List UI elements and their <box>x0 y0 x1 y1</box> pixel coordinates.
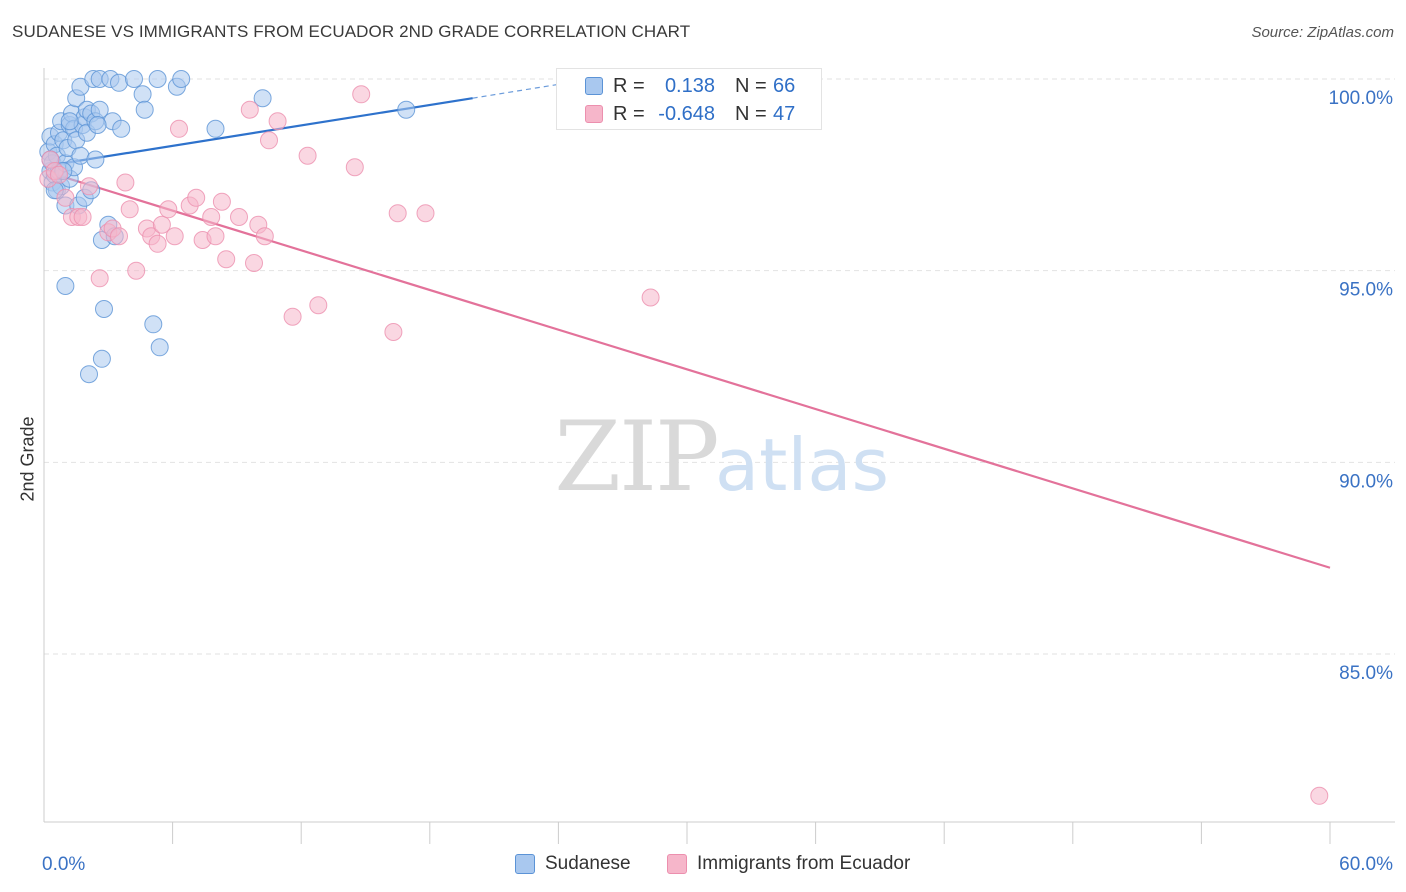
ecuador-point <box>268 112 287 131</box>
sudanese-point <box>112 119 131 138</box>
x-tick-label: 0.0% <box>42 854 85 875</box>
x-tick-label: 60.0% <box>1339 854 1393 875</box>
ecuador-point <box>260 131 278 150</box>
sudanese-point <box>135 100 154 119</box>
y-tick-label: 100.0% <box>1329 88 1394 109</box>
ecuador-point <box>80 177 98 196</box>
legend-n-label: N = <box>735 103 767 125</box>
sudanese-point <box>172 70 191 88</box>
sudanese-point <box>71 146 90 165</box>
ecuador-point <box>283 307 302 326</box>
sudanese-point <box>92 349 111 368</box>
ecuador-point <box>230 208 248 226</box>
ecuador-point <box>255 227 274 246</box>
ecuador-point <box>1310 786 1329 805</box>
sudanese-point <box>60 112 79 131</box>
legend-row-sudanese: R = 0.138 N = 66 <box>557 72 821 100</box>
ecuador-point <box>116 173 135 192</box>
ecuador-point <box>641 288 660 307</box>
ecuador-point <box>73 208 92 226</box>
ecuador-point <box>110 227 128 246</box>
legend-r-label: R = <box>613 75 645 97</box>
ecuador-point <box>245 254 263 272</box>
ecuador-point <box>240 100 259 119</box>
sudanese-point <box>148 70 167 88</box>
ecuador-point <box>345 158 364 177</box>
y-axis-title: 2nd Grade <box>17 416 38 502</box>
ecuador-point <box>56 188 75 207</box>
sudanese-point <box>125 70 143 88</box>
ecuador-point <box>159 200 178 219</box>
grid-layer <box>44 78 1395 655</box>
watermark-zip: ZIP <box>554 401 717 513</box>
ecuador-point <box>120 200 139 219</box>
sudanese-point <box>95 300 113 318</box>
sudanese-point <box>397 100 416 119</box>
legend-swatch-pink <box>585 105 603 123</box>
watermark: ZIP atlas <box>554 401 889 513</box>
sudanese-point <box>110 73 128 92</box>
series-label-ecuador: Immigrants from Ecuador <box>697 853 911 874</box>
points-layer <box>39 70 1329 805</box>
ecuador-point <box>170 119 188 138</box>
ecuador-point <box>187 188 206 207</box>
ecuador-point <box>90 269 109 288</box>
sudanese-point <box>144 315 163 334</box>
ecuador-point <box>165 227 184 246</box>
ecuador-point <box>127 261 146 280</box>
ecuador-point <box>352 85 371 104</box>
correlation-legend: R = 0.138 N = 66 R = -0.648 N = 47 <box>556 68 822 130</box>
ecuador-point <box>148 234 167 253</box>
ecuador-point <box>388 204 407 223</box>
legend-n-value: 47 <box>773 103 796 125</box>
watermark-atlas: atlas <box>715 423 889 507</box>
y-tick-label: 90.0% <box>1339 471 1393 492</box>
ecuador-point <box>206 227 225 246</box>
ecuador-point <box>217 250 236 269</box>
ecuador-point <box>212 192 231 211</box>
sudanese-point <box>56 277 75 295</box>
ecuador-point <box>298 146 317 165</box>
legend-row-ecuador: R = -0.648 N = 47 <box>557 100 821 128</box>
y-tick-label: 95.0% <box>1339 280 1393 301</box>
legend-n-label: N = <box>735 75 767 97</box>
sudanese-point <box>88 116 107 134</box>
sudanese-point <box>206 119 225 138</box>
series-swatch-pink <box>667 854 687 874</box>
y-tick-label: 85.0% <box>1339 663 1393 684</box>
source-label: Source: ZipAtlas.com <box>1251 24 1394 41</box>
legend-swatch-blue <box>585 77 603 95</box>
sudanese-point <box>133 85 152 104</box>
legend-r-value: 0.138 <box>664 75 715 97</box>
series-label-sudanese: Sudanese <box>545 853 631 874</box>
series-swatch-blue <box>515 854 535 874</box>
chart-title: SUDANESE VS IMMIGRANTS FROM ECUADOR 2ND … <box>12 22 691 41</box>
sudanese-point <box>253 89 272 108</box>
sudanese-point <box>80 365 98 384</box>
ecuador-point <box>202 208 221 226</box>
ecuador-point <box>152 215 171 234</box>
tick-labels: 100.0% 95.0% 90.0% 85.0% 0.0% 60.0% <box>42 88 1393 875</box>
sudanese-point <box>86 150 105 169</box>
legend-r-label: R = <box>613 103 645 125</box>
legend-n-value: 66 <box>773 75 796 97</box>
ecuador-point <box>309 296 328 315</box>
sudanese-point <box>150 338 169 357</box>
ecuador-point <box>416 204 435 223</box>
legend-r-value: -0.648 <box>658 103 715 125</box>
ecuador-point <box>50 165 68 184</box>
ecuador-point <box>384 323 403 341</box>
axes-layer <box>43 68 1395 844</box>
